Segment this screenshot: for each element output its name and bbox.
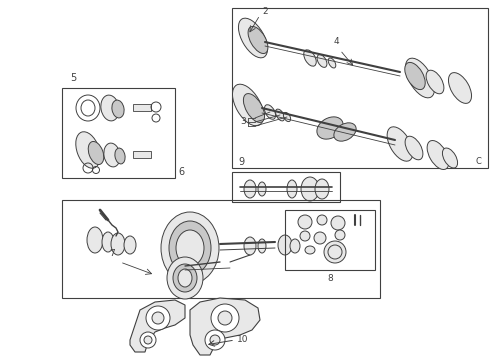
Ellipse shape <box>167 257 203 299</box>
Ellipse shape <box>239 18 268 58</box>
Ellipse shape <box>88 141 104 165</box>
Circle shape <box>140 332 156 348</box>
Bar <box>133 104 151 111</box>
Circle shape <box>218 311 232 325</box>
Ellipse shape <box>111 233 125 255</box>
Ellipse shape <box>301 177 319 201</box>
Text: 10: 10 <box>237 336 248 345</box>
Ellipse shape <box>331 216 345 230</box>
Ellipse shape <box>232 84 264 126</box>
Text: 8: 8 <box>327 274 333 283</box>
Text: 2: 2 <box>262 8 268 17</box>
Ellipse shape <box>314 232 326 244</box>
Ellipse shape <box>265 105 275 119</box>
PathPatch shape <box>190 298 260 355</box>
Ellipse shape <box>278 235 292 255</box>
Ellipse shape <box>426 70 444 94</box>
Ellipse shape <box>101 95 119 121</box>
Ellipse shape <box>300 231 310 241</box>
Ellipse shape <box>161 212 219 284</box>
PathPatch shape <box>130 300 185 352</box>
Ellipse shape <box>328 58 336 68</box>
Ellipse shape <box>317 117 343 139</box>
Ellipse shape <box>112 100 124 118</box>
Ellipse shape <box>287 180 297 198</box>
Ellipse shape <box>173 264 197 292</box>
Circle shape <box>144 336 152 344</box>
Bar <box>232 8 488 168</box>
Ellipse shape <box>405 62 425 90</box>
Ellipse shape <box>448 73 471 103</box>
Text: 6: 6 <box>178 167 184 177</box>
Ellipse shape <box>244 237 256 255</box>
Ellipse shape <box>178 269 192 287</box>
Ellipse shape <box>405 58 435 98</box>
Ellipse shape <box>324 241 346 263</box>
Ellipse shape <box>317 55 327 67</box>
Circle shape <box>146 306 170 330</box>
Ellipse shape <box>244 180 256 198</box>
Ellipse shape <box>176 230 204 266</box>
Bar <box>232 172 340 202</box>
Bar <box>62 200 380 298</box>
Ellipse shape <box>104 143 120 167</box>
Ellipse shape <box>298 215 312 229</box>
Ellipse shape <box>87 227 103 253</box>
Circle shape <box>210 335 220 345</box>
Ellipse shape <box>258 182 266 196</box>
Ellipse shape <box>169 221 211 275</box>
Bar <box>285 210 375 270</box>
Ellipse shape <box>315 179 329 199</box>
Ellipse shape <box>76 132 100 168</box>
Ellipse shape <box>102 232 114 252</box>
Ellipse shape <box>328 245 342 259</box>
Ellipse shape <box>334 123 356 141</box>
Ellipse shape <box>387 127 413 161</box>
Ellipse shape <box>248 27 268 54</box>
Text: 1: 1 <box>367 0 373 2</box>
Ellipse shape <box>290 239 300 253</box>
Text: 3: 3 <box>240 117 246 126</box>
Bar <box>133 151 151 158</box>
Text: 5: 5 <box>70 73 76 83</box>
Ellipse shape <box>405 136 423 160</box>
Ellipse shape <box>258 239 266 253</box>
Ellipse shape <box>427 140 449 170</box>
Text: C: C <box>475 158 481 166</box>
Text: 9: 9 <box>238 157 244 167</box>
Ellipse shape <box>283 112 291 122</box>
Text: 4: 4 <box>333 37 339 46</box>
Ellipse shape <box>124 236 136 254</box>
Circle shape <box>211 304 239 332</box>
Bar <box>62 88 175 178</box>
Circle shape <box>152 312 164 324</box>
Ellipse shape <box>305 246 315 254</box>
Ellipse shape <box>335 230 345 240</box>
Ellipse shape <box>244 94 265 122</box>
Ellipse shape <box>442 148 458 168</box>
Ellipse shape <box>317 215 327 225</box>
Ellipse shape <box>275 109 284 121</box>
Text: 7: 7 <box>109 249 115 258</box>
Ellipse shape <box>115 148 125 164</box>
Ellipse shape <box>304 50 316 66</box>
Circle shape <box>205 330 225 350</box>
